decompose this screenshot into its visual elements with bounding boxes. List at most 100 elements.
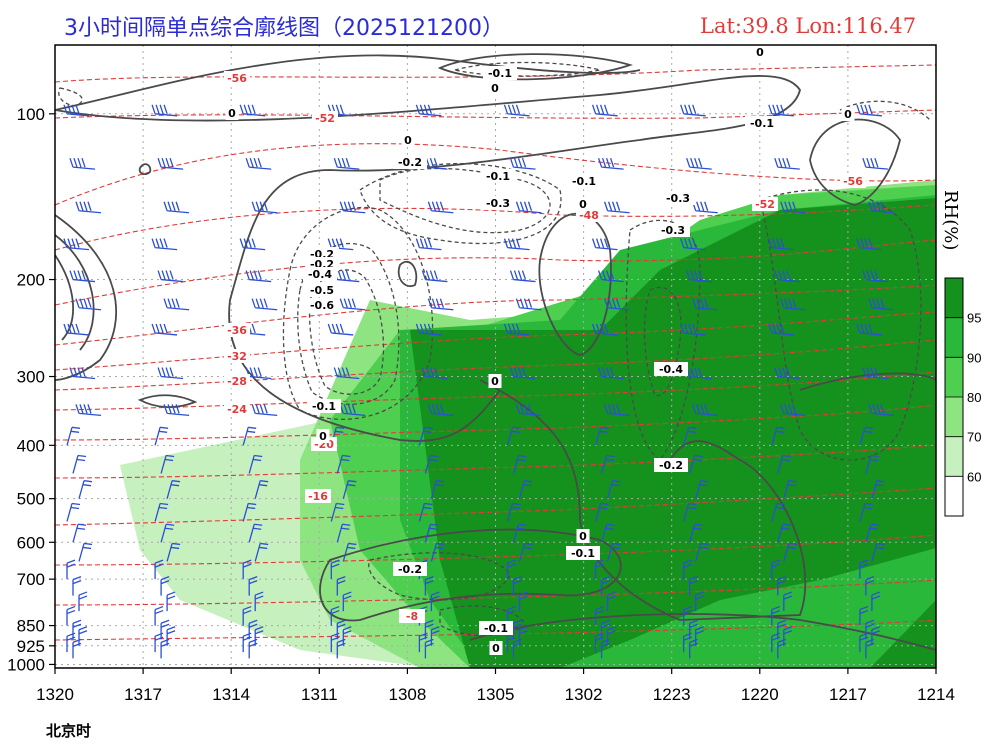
omega-label-bg [661,191,695,205]
wind-barb [689,454,703,474]
wind-barb [248,619,258,640]
temperature-label-text: -56 [843,175,863,188]
wind-barb [594,559,604,580]
wind-barb [421,367,448,380]
wind-barb [78,626,88,646]
omega-label-text: -0.1 [488,67,512,80]
x-tick-label: 1308 [388,685,426,704]
omega-label-bg [305,298,339,312]
omega-label: -0.4 [303,267,337,281]
omega-label: -0.1 [483,66,517,80]
y-tick-label: 1000 [7,655,45,674]
omega-label-text: 0 [844,108,852,121]
wind-barb [166,626,176,646]
wind-barb [597,367,624,380]
wind-barb [518,542,533,562]
wind-barb [777,576,787,596]
omega-label-bg [225,106,239,120]
omega-label: -0.6 [305,298,339,312]
omega-label-text: 0 [492,642,500,655]
wind-barb [154,559,164,580]
omega-label-text: -0.1 [312,400,336,413]
wind-barb [427,298,454,311]
omega-contour-dashed [58,87,83,107]
wind-barb [63,323,90,336]
wind-barb [606,591,616,612]
wind-barb [686,157,712,170]
wind-barb [72,576,82,596]
wind-barb [597,157,624,170]
wind-barb [506,426,521,446]
wind-barb [600,523,615,543]
wind-barb [251,298,278,311]
omega-label-text: -0.2 [398,563,422,576]
omega-label-text: 0 [491,375,499,388]
omega-label: -0.3 [656,223,690,237]
wind-barb [72,454,87,474]
omega-label: -0.2 [654,458,688,472]
rh-region-6 [870,600,936,668]
temperature-label-text: -48 [579,209,599,222]
omega-label-text: 0 [579,530,587,543]
omega-label-bg [566,546,600,560]
omega-contour-solid [397,260,418,288]
wind-barb [686,367,712,380]
wind-barb [600,638,610,659]
wind-barb [680,104,706,117]
y-tick-label: 500 [17,490,45,509]
omega-label: -0.1 [307,399,341,413]
temperature-label-text: -56 [227,72,247,85]
wind-barb [78,480,93,499]
omega-contour-solid [138,163,152,175]
x-ticks: 1320 1317 1314 1311 1308 1305 1302 1223 1220 1217… [36,668,955,704]
wind-barb [75,201,102,214]
wind-barb [780,298,806,311]
omega-label: 0 [489,641,503,655]
omega-label-bg [576,197,590,211]
temperature-label-bg [305,489,331,503]
wind-barb [695,591,704,612]
colorbar-tick-label: 70 [967,430,981,445]
omega-label: 0 [488,81,502,95]
wind-barb [506,559,516,580]
wind-barb [157,157,184,170]
omega-label-bg [479,621,513,635]
wind-barb [242,502,257,522]
wind-barb [248,638,258,659]
wind-barb [415,104,442,117]
temperature-label-bg [312,111,338,125]
wind-barb [683,632,692,653]
wind-barb [336,619,346,640]
x-tick-label: 1314 [212,685,250,704]
y-tick-label: 600 [17,533,45,552]
y-tick-label: 300 [17,368,45,387]
temperature-label-bg [399,609,425,623]
wind-barb [862,157,888,170]
omega-contour-dashed [297,242,400,405]
temperature-label-bg [224,71,250,85]
omega-label-text: -0.2 [398,156,422,169]
omega-label-text: -0.4 [659,363,683,376]
wind-barb [515,201,542,214]
omega-label-bg [483,66,517,80]
wind-barb [333,157,360,170]
wind-barb [871,626,881,646]
omega-label: -0.4 [654,362,688,376]
omega-label-bg [401,133,415,147]
temperature-contour [55,239,936,306]
wind-barb [242,426,257,446]
wind-barb [600,576,610,596]
wind-barb [859,502,873,522]
omega-label-text: 0 [228,107,236,120]
omega-contour-dashed [368,552,511,601]
wind-barb [248,576,258,596]
wind-barb [166,542,181,562]
wind-barb [248,523,263,543]
wind-barb [418,632,428,653]
wind-barb [66,632,76,653]
y-tick-label: 400 [17,436,45,455]
temperature-contour [55,487,936,526]
omega-label-bg [841,107,855,121]
wind-barb [771,502,785,522]
